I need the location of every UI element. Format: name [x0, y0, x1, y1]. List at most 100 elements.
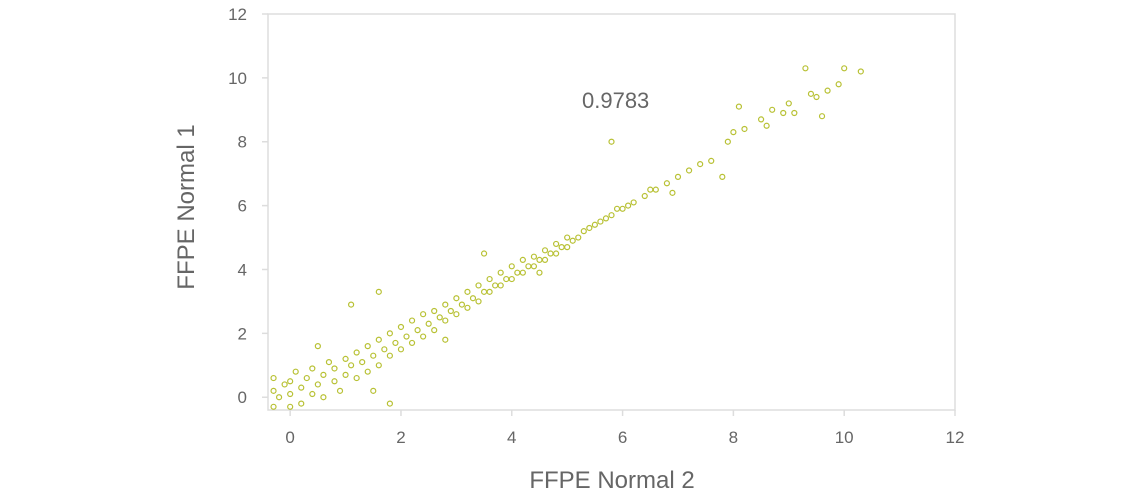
data-point [641, 192, 648, 200]
correlation-annotation: 0.9783 [582, 88, 649, 113]
data-point [619, 205, 626, 212]
data-point [314, 343, 321, 350]
data-point [558, 244, 565, 251]
data-point [835, 81, 842, 88]
data-point [442, 317, 449, 324]
data-point [453, 295, 460, 302]
data-point [309, 390, 316, 398]
data-point [431, 307, 438, 315]
data-point [824, 87, 831, 94]
data-point [336, 387, 344, 394]
data-point [325, 358, 333, 366]
data-point [287, 390, 294, 398]
data-point [392, 339, 399, 347]
data-point [552, 250, 560, 257]
data-point [514, 269, 521, 276]
data-point [486, 275, 493, 283]
data-point [663, 180, 671, 187]
data-point [630, 199, 637, 206]
y-tick-label: 10 [228, 69, 247, 88]
data-point [591, 221, 598, 228]
data-point [348, 362, 355, 369]
data-point [497, 282, 504, 289]
data-point [386, 352, 393, 359]
data-point [580, 228, 587, 235]
data-point [530, 253, 538, 260]
data-point [320, 371, 327, 378]
data-point [724, 138, 731, 145]
data-point [541, 256, 549, 264]
data-point [564, 234, 571, 241]
x-axis-title: FFPE Normal 2 [529, 467, 694, 494]
data-point [480, 288, 488, 295]
data-point [353, 349, 360, 356]
data-point [397, 346, 405, 353]
data-point [719, 173, 726, 180]
x-tick-label: 8 [729, 428, 738, 447]
data-point [735, 103, 743, 110]
data-point [270, 374, 277, 382]
plot-area-frame [267, 13, 956, 411]
data-point [320, 394, 327, 401]
y-tick-label: 2 [238, 324, 247, 343]
x-tick-label: 2 [396, 428, 405, 447]
data-point [270, 403, 277, 410]
data-point [303, 374, 310, 382]
data-point [741, 125, 748, 133]
data-point [370, 387, 377, 394]
data-point [608, 212, 615, 219]
data-point [497, 269, 504, 276]
x-tick-label: 6 [618, 428, 627, 447]
data-point [375, 336, 382, 343]
data-point [420, 333, 427, 340]
data-point [818, 113, 826, 120]
data-point [780, 109, 787, 117]
data-point [375, 288, 382, 295]
data-point [348, 301, 355, 308]
data-point [364, 343, 371, 350]
data-point [292, 368, 299, 375]
data-point [503, 275, 510, 283]
data-point [602, 215, 610, 222]
data-point [536, 256, 543, 264]
data-point [331, 378, 338, 385]
data-point [652, 186, 659, 193]
data-point [442, 336, 449, 343]
data-point [685, 167, 693, 174]
data-point [597, 218, 604, 225]
data-point [475, 282, 482, 289]
y-tick-label: 0 [238, 388, 247, 407]
data-point [813, 93, 820, 101]
data-point [763, 122, 770, 129]
data-point [613, 205, 621, 212]
data-point [508, 263, 515, 270]
data-point [785, 100, 792, 107]
data-point [436, 314, 443, 321]
data-point [697, 160, 704, 168]
data-point [403, 333, 410, 340]
data-point [281, 381, 288, 388]
data-point [453, 311, 460, 318]
data-point [342, 371, 349, 378]
data-point [458, 301, 466, 308]
data-point [469, 295, 477, 302]
data-point [464, 304, 471, 311]
data-point [464, 288, 471, 295]
data-point [381, 346, 388, 353]
data-point [447, 307, 454, 315]
data-point [608, 138, 615, 145]
data-point [331, 365, 338, 372]
data-point [508, 275, 515, 283]
data-point [519, 269, 526, 276]
data-point [708, 157, 715, 165]
data-point [857, 68, 864, 75]
data-point [547, 250, 554, 257]
y-tick-label: 6 [238, 197, 247, 216]
data-point [841, 65, 848, 72]
data-point [270, 387, 277, 394]
data-point [647, 186, 654, 193]
data-point [586, 224, 593, 232]
data-point [575, 234, 582, 241]
data-point [486, 288, 493, 295]
data-point [669, 189, 676, 196]
